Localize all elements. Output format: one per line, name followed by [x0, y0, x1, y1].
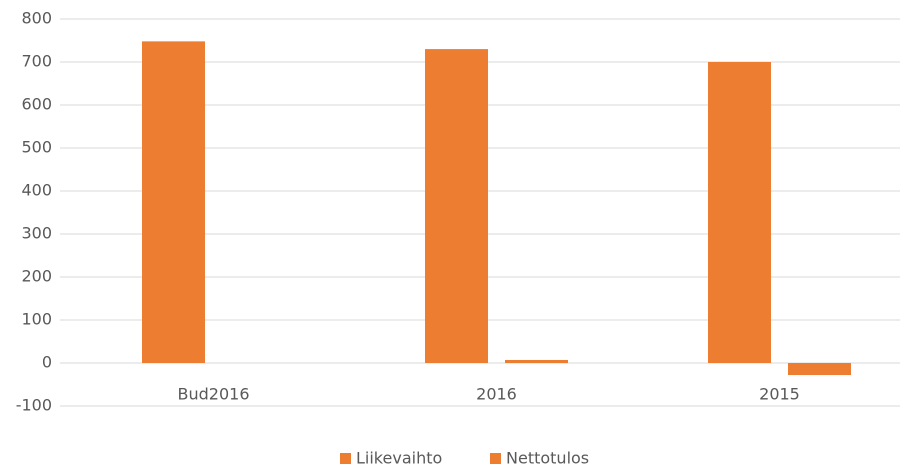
x-tick-label: Bud2016 [178, 385, 250, 404]
bar [788, 363, 851, 376]
y-tick-label: 800 [21, 9, 52, 28]
y-tick-label: 0 [42, 353, 52, 372]
bar [708, 62, 771, 363]
legend-swatch [490, 453, 501, 464]
y-tick-label: 600 [21, 95, 52, 114]
x-tick-label: 2016 [476, 385, 517, 404]
y-tick-label: 500 [21, 138, 52, 157]
legend-swatch [340, 453, 351, 464]
y-tick-label: 300 [21, 224, 52, 243]
bar [425, 49, 488, 363]
legend-label: Nettotulos [506, 449, 589, 468]
y-tick-label: -100 [16, 396, 52, 415]
y-tick-label: 100 [21, 310, 52, 329]
bar [505, 359, 568, 363]
bar [142, 41, 205, 364]
y-tick-label: 400 [21, 181, 52, 200]
y-tick-label: 700 [21, 52, 52, 71]
y-tick-label: 200 [21, 267, 52, 286]
legend-label: Liikevaihto [356, 449, 442, 468]
x-tick-label: 2015 [759, 385, 800, 404]
